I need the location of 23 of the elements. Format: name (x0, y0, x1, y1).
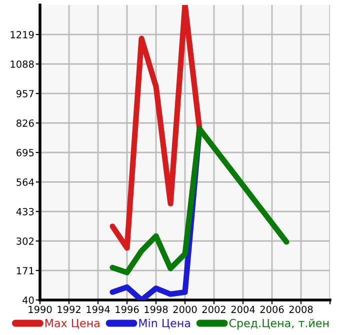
x-tick-label: 1998 (144, 306, 168, 314)
x-tick-label: 2004 (231, 306, 255, 314)
y-tick-label: 957 (16, 90, 34, 98)
y-tick-label: 1088 (10, 60, 34, 68)
y-tick-label: 826 (16, 119, 34, 127)
x-tick-label: 2000 (173, 306, 197, 314)
y-tick-label: 40 (22, 296, 34, 304)
y-tick-label: 302 (16, 237, 34, 245)
legend-label: Max Цена (45, 319, 100, 329)
x-tick-label: 2008 (289, 306, 313, 314)
x-tick-label: 1994 (86, 306, 110, 314)
y-tick-label: 564 (16, 178, 34, 186)
x-tick-label: 1996 (116, 306, 139, 314)
legend-label: Min Цена (139, 318, 190, 329)
x-tick-label: 1990 (28, 306, 52, 314)
x-tick-label: 2002 (202, 306, 226, 314)
x-tick-label: 1992 (58, 306, 80, 314)
legend-label: Сред.Цена, т.йен (229, 318, 329, 330)
x-tick-label: 2006 (260, 306, 284, 314)
y-tick-label: 171 (16, 267, 34, 274)
y-tick-label: 695 (16, 148, 34, 156)
y-tick-label: 433 (16, 208, 34, 216)
y-tick-label: 1219 (10, 30, 34, 38)
